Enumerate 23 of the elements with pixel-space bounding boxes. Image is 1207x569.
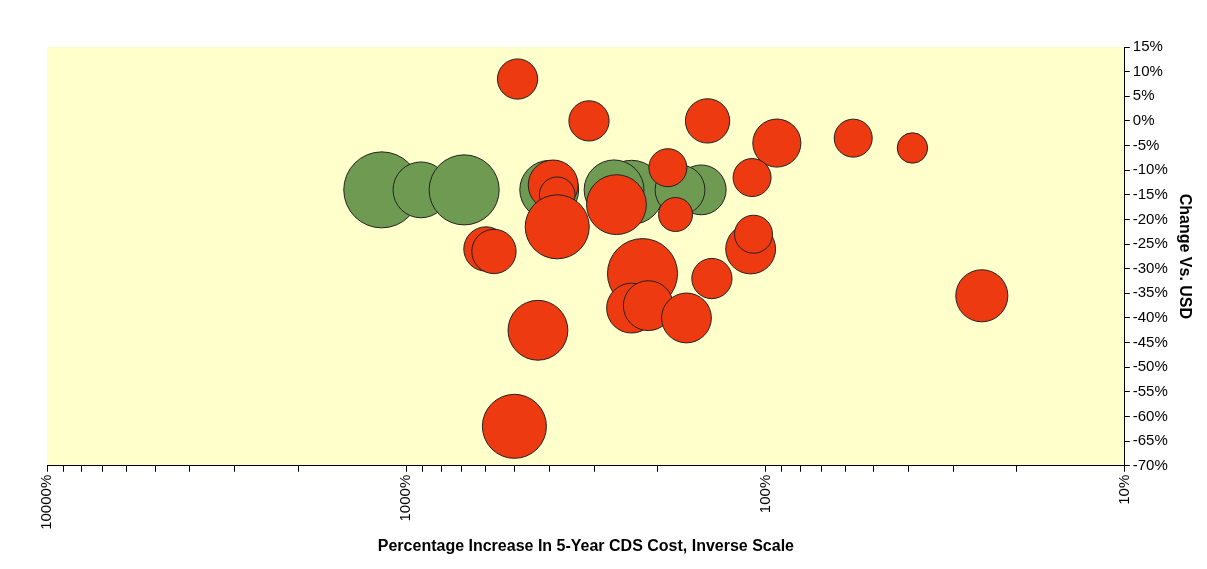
y-tick-label: -30%: [1132, 258, 1168, 276]
y-tick-label: -65%: [1132, 431, 1168, 449]
x-tick-label: 10000%: [37, 474, 55, 530]
y-tick-label: -35%: [1132, 283, 1168, 301]
x-tick-label: 100%: [755, 474, 773, 514]
y-tick-label: -15%: [1132, 184, 1168, 202]
y-tick-label: 5%: [1132, 86, 1155, 104]
y-tick-label: -70%: [1132, 455, 1168, 473]
y-tick-label: -10%: [1132, 160, 1168, 178]
y-tick-label: -40%: [1132, 308, 1168, 326]
y-tick-label: -50%: [1132, 357, 1168, 375]
y-tick-label: -5%: [1132, 135, 1160, 153]
y-tick-label: -20%: [1132, 209, 1168, 227]
x-axis-title: Percentage Increase In 5-Year CDS Cost, Inverse Scale: [377, 536, 795, 554]
y-tick-label: 10%: [1132, 61, 1163, 79]
y-tick-label: -60%: [1132, 406, 1168, 424]
x-tick-label: 1000%: [396, 474, 414, 522]
y-tick-label: -25%: [1132, 234, 1168, 252]
y-tick-label: -55%: [1132, 381, 1168, 399]
y-tick-label: 0%: [1132, 111, 1155, 129]
y-tick-label: 15%: [1132, 37, 1163, 55]
y-axis-title: Change Vs. USD: [1176, 193, 1194, 320]
y-tick-label: -45%: [1132, 332, 1168, 350]
